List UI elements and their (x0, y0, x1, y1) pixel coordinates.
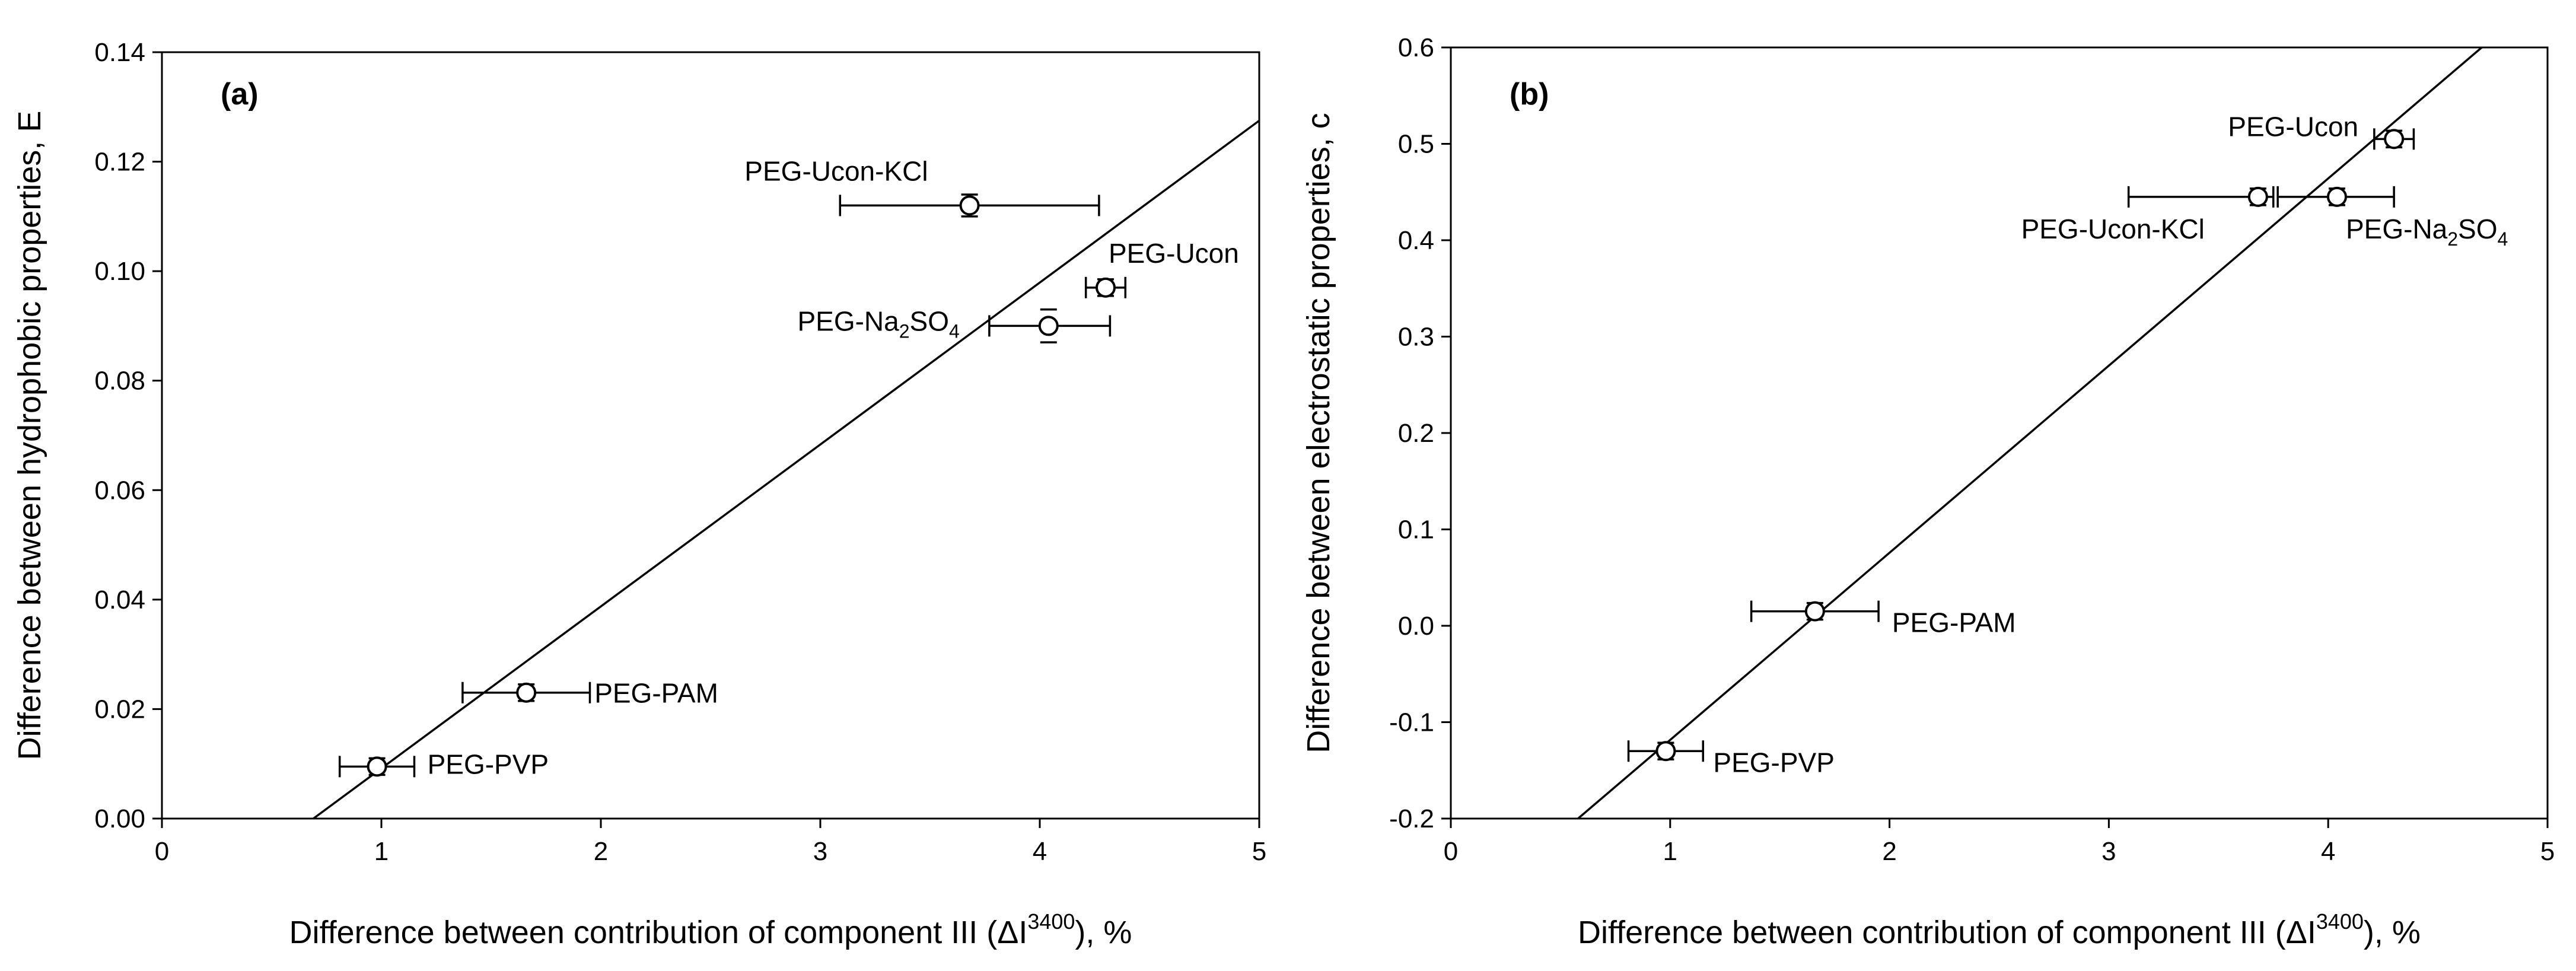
x-tick-label: 1 (374, 837, 389, 866)
data-point-group: PEG-PVP (1627, 740, 1835, 778)
data-point-label: PEG-PVP (1713, 747, 1835, 778)
y-tick-label: 0.02 (94, 695, 145, 724)
data-point-marker (367, 756, 387, 777)
data-point-marker (1096, 277, 1116, 298)
x-tick-label: 5 (1252, 837, 1266, 866)
x-tick-label: 2 (594, 837, 608, 866)
panel-label: (b) (1510, 77, 1549, 112)
data-point-marker (2384, 129, 2405, 149)
fit-line (313, 119, 1259, 819)
y-axis-label: Difference between hydrophobic propertie… (12, 111, 47, 760)
y-tick-label: 0.5 (1398, 130, 1434, 159)
x-tick-label: 0 (1444, 837, 1458, 866)
x-tick-label: 1 (1663, 837, 1677, 866)
chart-panel-a: 0 1 2 3 4 5 0.00 0.02 0.04 0.06 0.08 0.10 0.12 0.14 PE… (12, 38, 1266, 950)
data-point-group: PEG-Na2SO4 (797, 305, 1112, 343)
data-point-group: PEG-Ucon-KCl (2021, 186, 2275, 244)
y-tick-label: 0.14 (94, 38, 145, 67)
chart-panel-b: 0 1 2 3 4 5 -0.2 -0.1 0.0 0.1 0.2 0.3 0.4 0.5 0.6 PEG-U… (1301, 33, 2555, 950)
x-tick-label: 0 (155, 837, 169, 866)
y-tick-label: 0.08 (94, 367, 145, 396)
data-point-label: PEG-Na2SO4 (2346, 214, 2508, 250)
data-point-label: PEG-Ucon-KCl (2021, 214, 2205, 244)
plot-frame (1450, 46, 2549, 820)
data-point-marker (1038, 316, 1059, 336)
x-tick-label: 4 (2321, 837, 2335, 866)
data-point-label: PEG-Na2SO4 (797, 305, 959, 342)
y-tick-label: 0.06 (94, 476, 145, 505)
data-point-label: PEG-Ucon (2228, 111, 2358, 142)
data-point-marker (1655, 741, 1676, 762)
data-point-marker (959, 195, 980, 216)
y-tick-label: 0.00 (94, 804, 145, 833)
y-tick-label: 0.04 (94, 585, 145, 615)
y-tick-label: 0.12 (94, 148, 145, 177)
data-point-marker (516, 682, 537, 703)
data-point-group: PEG-Ucon-KCl (744, 155, 1100, 218)
x-tick-label: 3 (813, 837, 827, 866)
y-tick-label: -0.2 (1389, 804, 1434, 833)
data-point-group: PEG-PAM (1750, 600, 2016, 638)
plot-frame (161, 51, 1260, 820)
x-axis-label: Difference between contribution of compo… (289, 909, 1132, 950)
y-tick-label: 0.2 (1398, 419, 1434, 448)
data-point-label: PEG-PAM (1892, 607, 2016, 638)
y-axis-label: Difference between electrostatic propert… (1301, 113, 1336, 753)
data-point-group: PEG-Na2SO4 (2276, 186, 2508, 250)
y-tick-label: 0.10 (94, 257, 145, 286)
data-point-marker (2326, 186, 2347, 207)
data-point-label: PEG-PAM (594, 678, 718, 709)
x-tick-label: 5 (2540, 837, 2555, 866)
data-point-group: PEG-PAM (461, 678, 718, 709)
y-tick-label: 0.0 (1398, 612, 1434, 641)
y-tick-label: -0.1 (1389, 708, 1434, 737)
data-point-label: PEG-Ucon (1109, 238, 1239, 269)
data-point-group: PEG-Ucon (1084, 238, 1239, 298)
x-tick-label: 3 (2101, 837, 2116, 866)
data-point-marker (2247, 186, 2268, 207)
y-tick-label: 0.4 (1398, 226, 1434, 255)
data-point-label: PEG-Ucon-KCl (744, 155, 928, 186)
fit-line (1577, 47, 2483, 819)
y-tick-label: 0.6 (1398, 33, 1434, 62)
data-point-label: PEG-PVP (428, 749, 549, 779)
data-point-group: PEG-Ucon (2228, 111, 2415, 150)
x-tick-label: 2 (1882, 837, 1896, 866)
panel-label: (a) (221, 77, 259, 112)
x-tick-label: 4 (1033, 837, 1047, 866)
y-tick-label: 0.1 (1398, 515, 1434, 545)
x-axis-label: Difference between contribution of compo… (1578, 909, 2421, 950)
y-tick-label: 0.3 (1398, 323, 1434, 352)
data-point-marker (1804, 601, 1825, 622)
data-point-group: PEG-PVP (338, 749, 549, 779)
